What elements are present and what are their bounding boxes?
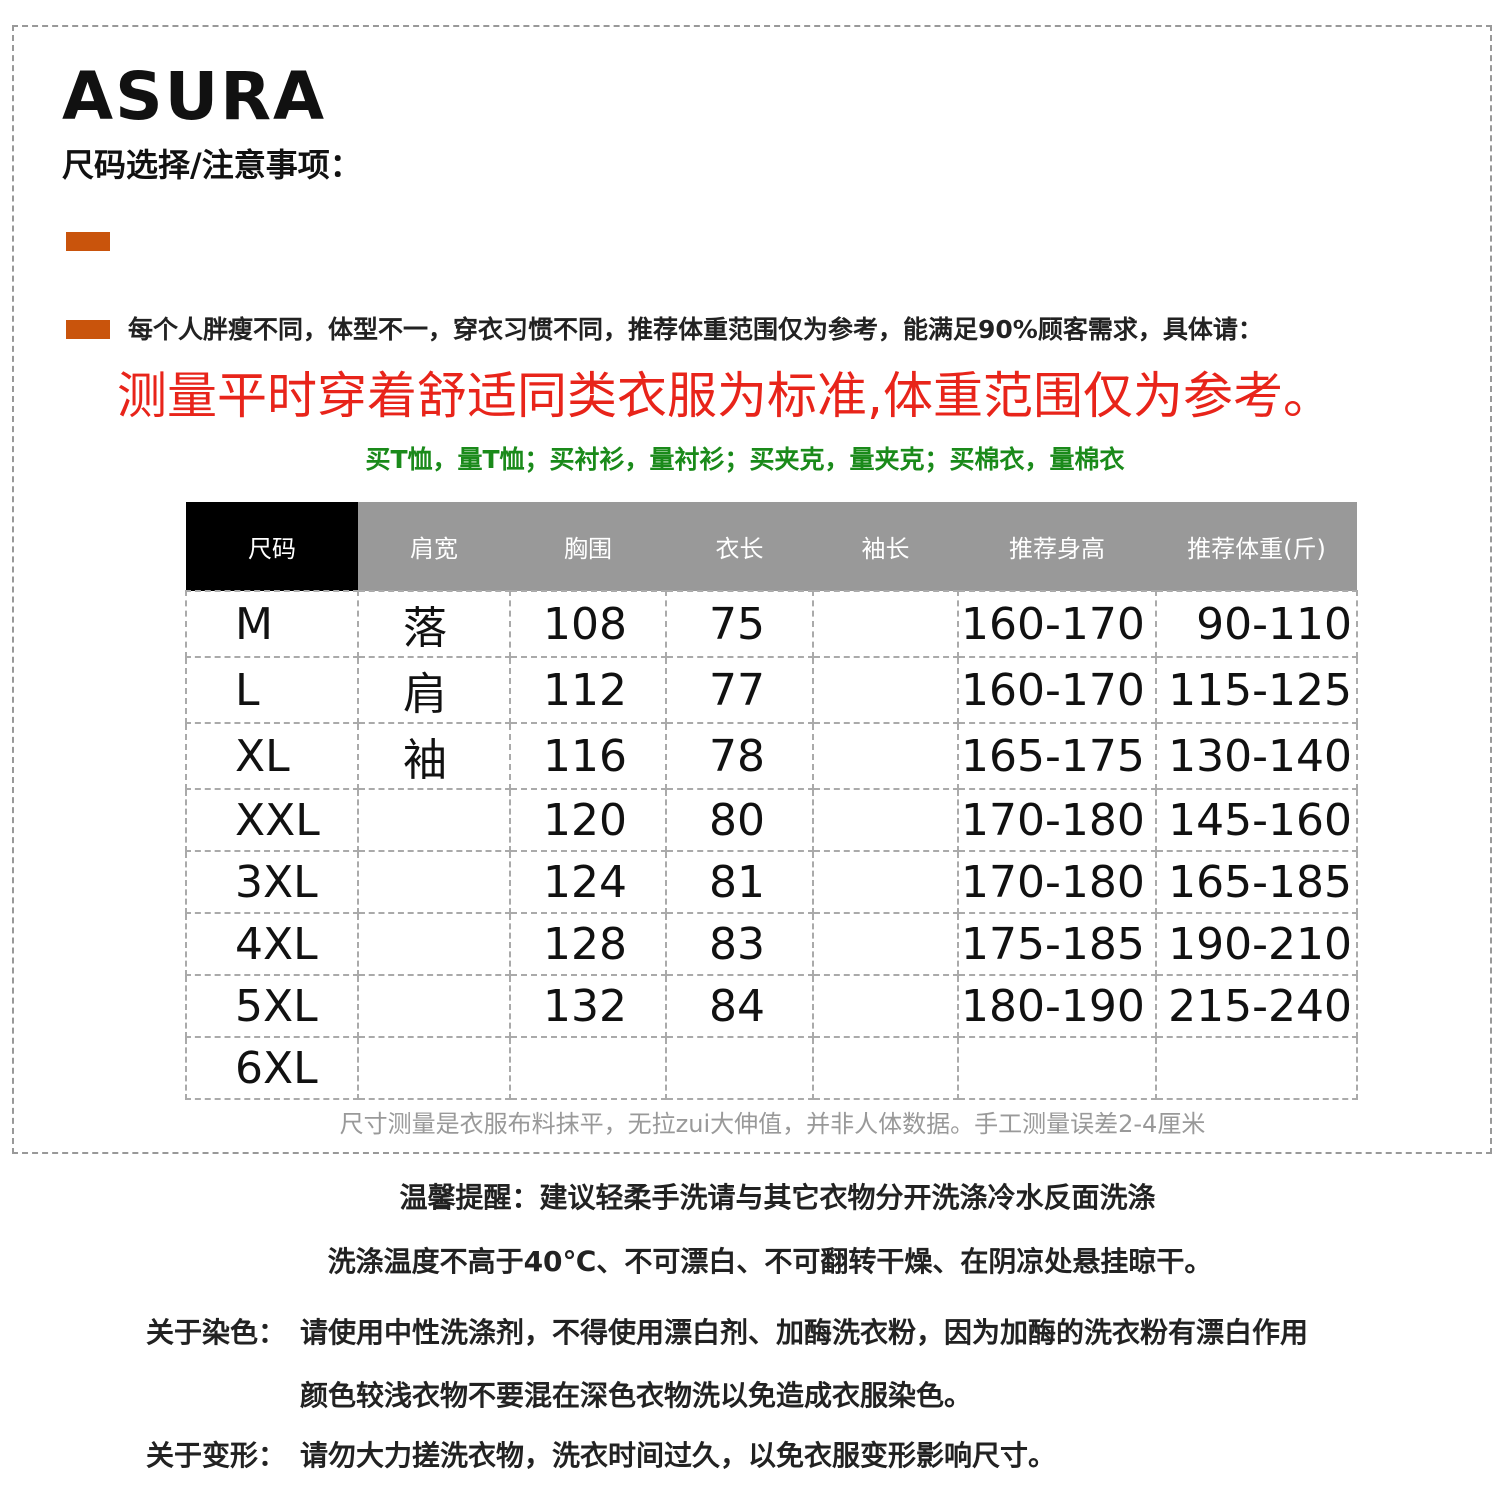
table-cell: [957, 1036, 1157, 1100]
table-cell: [812, 590, 959, 658]
table-cell: [812, 1036, 959, 1100]
table-cell: 170-180: [957, 788, 1157, 852]
table-cell: 3XL: [185, 850, 359, 914]
column-header: 推荐体重(斤): [1156, 502, 1357, 591]
table-cell: [1155, 1036, 1358, 1100]
dye-line: 颜色较浅衣物不要混在深色衣物洗以免造成衣服染色。: [300, 1379, 973, 1412]
table-cell: [357, 912, 511, 976]
notice: 每个人胖瘦不同，体型不一，穿衣习惯不同，推荐体重范围仅为参考，能满足90%顾客需…: [128, 315, 1263, 344]
header-row: 尺码 肩宽 胸围 衣长 袖长 推荐身高 推荐体重(斤): [186, 502, 1357, 591]
table-cell: 落: [357, 590, 511, 658]
table-row: L 肩 112 77 160-170 115-125: [185, 656, 1358, 724]
dye-line: 请使用中性洗涤剂，不得使用漂白剂、加酶洗衣粉，因为加酶的洗衣粉有漂白作用: [300, 1316, 1309, 1349]
table-row: 3XL 124 81 170-180 165-185: [185, 850, 1358, 914]
table-cell: XL: [185, 722, 359, 790]
table-cell: 4XL: [185, 912, 359, 976]
table-cell: 90-110: [1155, 590, 1358, 658]
table-cell: 120: [509, 788, 667, 852]
table-cell: 115-125: [1155, 656, 1358, 724]
table-cell: [812, 912, 959, 976]
table-cell: 130-140: [1155, 722, 1358, 790]
table-cell: [812, 850, 959, 914]
table-row: 5XL 132 84 180-190 215-240: [185, 974, 1358, 1038]
table-cell: 180-190: [957, 974, 1157, 1038]
table-row: XL 袖 116 78 165-175 130-140: [185, 722, 1358, 790]
subtitle: 尺码选择/注意事项：: [62, 146, 362, 184]
table-cell: 75: [665, 590, 814, 658]
accent-bar: [66, 232, 110, 251]
footnote: 尺寸测量是衣服布料抹平，无拉zui大伸值，并非人体数据。手工测量误差2-4厘米: [339, 1110, 1206, 1138]
table-cell: M: [185, 590, 359, 658]
table-cell: 6XL: [185, 1036, 359, 1100]
column-header: 胸围: [510, 502, 666, 591]
table-cell: 128: [509, 912, 667, 976]
table-cell: 165-175: [957, 722, 1157, 790]
table-cell: 80: [665, 788, 814, 852]
table-cell: [509, 1036, 667, 1100]
column-header: 衣长: [666, 502, 813, 591]
table-row: 6XL: [185, 1036, 1358, 1100]
table-cell: 175-185: [957, 912, 1157, 976]
frame: [12, 25, 1492, 1154]
table-cell: 112: [509, 656, 667, 724]
column-header: 肩宽: [358, 502, 510, 591]
table-cell: XXL: [185, 788, 359, 852]
size-table: 尺码 肩宽 胸围 衣长 袖长 推荐身高 推荐体重(斤) M 落 108 75 160-170 90-1…: [185, 502, 1358, 1100]
care-reminder: 温馨提醒：建议轻柔手洗请与其它衣物分开洗涤冷水反面洗涤: [399, 1181, 1156, 1214]
table-cell: [357, 974, 511, 1038]
table-cell: [357, 788, 511, 852]
table-cell: [812, 722, 959, 790]
table-row: M 落 108 75 160-170 90-110: [185, 590, 1358, 658]
table-cell: [812, 974, 959, 1038]
table-cell: 5XL: [185, 974, 359, 1038]
accent-bar: [66, 320, 110, 339]
brand: ASURA: [62, 58, 327, 135]
table-cell: 160-170: [957, 656, 1157, 724]
table-cell: [812, 656, 959, 724]
table-cell: [357, 850, 511, 914]
highlight: 测量平时穿着舒适同类衣服为标准,体重范围仅为参考。: [117, 367, 1333, 425]
column-header: 袖长: [813, 502, 958, 591]
table-cell: 袖: [357, 722, 511, 790]
table-cell: 160-170: [957, 590, 1157, 658]
table-cell: 108: [509, 590, 667, 658]
table-row: XXL 120 80 170-180 145-160: [185, 788, 1358, 852]
table-cell: 116: [509, 722, 667, 790]
table-cell: [357, 1036, 511, 1100]
table-cell: 124: [509, 850, 667, 914]
table-cell: [812, 788, 959, 852]
table-cell: 77: [665, 656, 814, 724]
table-cell: L: [185, 656, 359, 724]
table-cell: 132: [509, 974, 667, 1038]
table-cell: 81: [665, 850, 814, 914]
column-header: 推荐身高: [958, 502, 1156, 591]
table-cell: 83: [665, 912, 814, 976]
table-cell: 215-240: [1155, 974, 1358, 1038]
column-header: 尺码: [186, 502, 358, 591]
dye-label: 关于染色：: [146, 1316, 287, 1349]
table-cell: [665, 1036, 814, 1100]
table-cell: 165-185: [1155, 850, 1358, 914]
table-cell: 170-180: [957, 850, 1157, 914]
deform-text: 请勿大力搓洗衣物，洗衣时间过久，以免衣服变形影响尺寸。: [300, 1439, 1057, 1472]
deform-label: 关于变形：: [146, 1439, 287, 1472]
table-cell: 78: [665, 722, 814, 790]
table-row: 4XL 128 83 175-185 190-210: [185, 912, 1358, 976]
table-cell: 肩: [357, 656, 511, 724]
table-cell: 190-210: [1155, 912, 1358, 976]
table-cell: 84: [665, 974, 814, 1038]
tip: 买T恤，量T恤；买衬衫，量衬衫；买夹克，量夹克；买棉衣，量棉衣: [365, 445, 1125, 474]
table-cell: 145-160: [1155, 788, 1358, 852]
care-temperature: 洗涤温度不高于40℃、不可漂白、不可翻转干燥、在阴凉处悬挂晾干。: [327, 1245, 1213, 1278]
